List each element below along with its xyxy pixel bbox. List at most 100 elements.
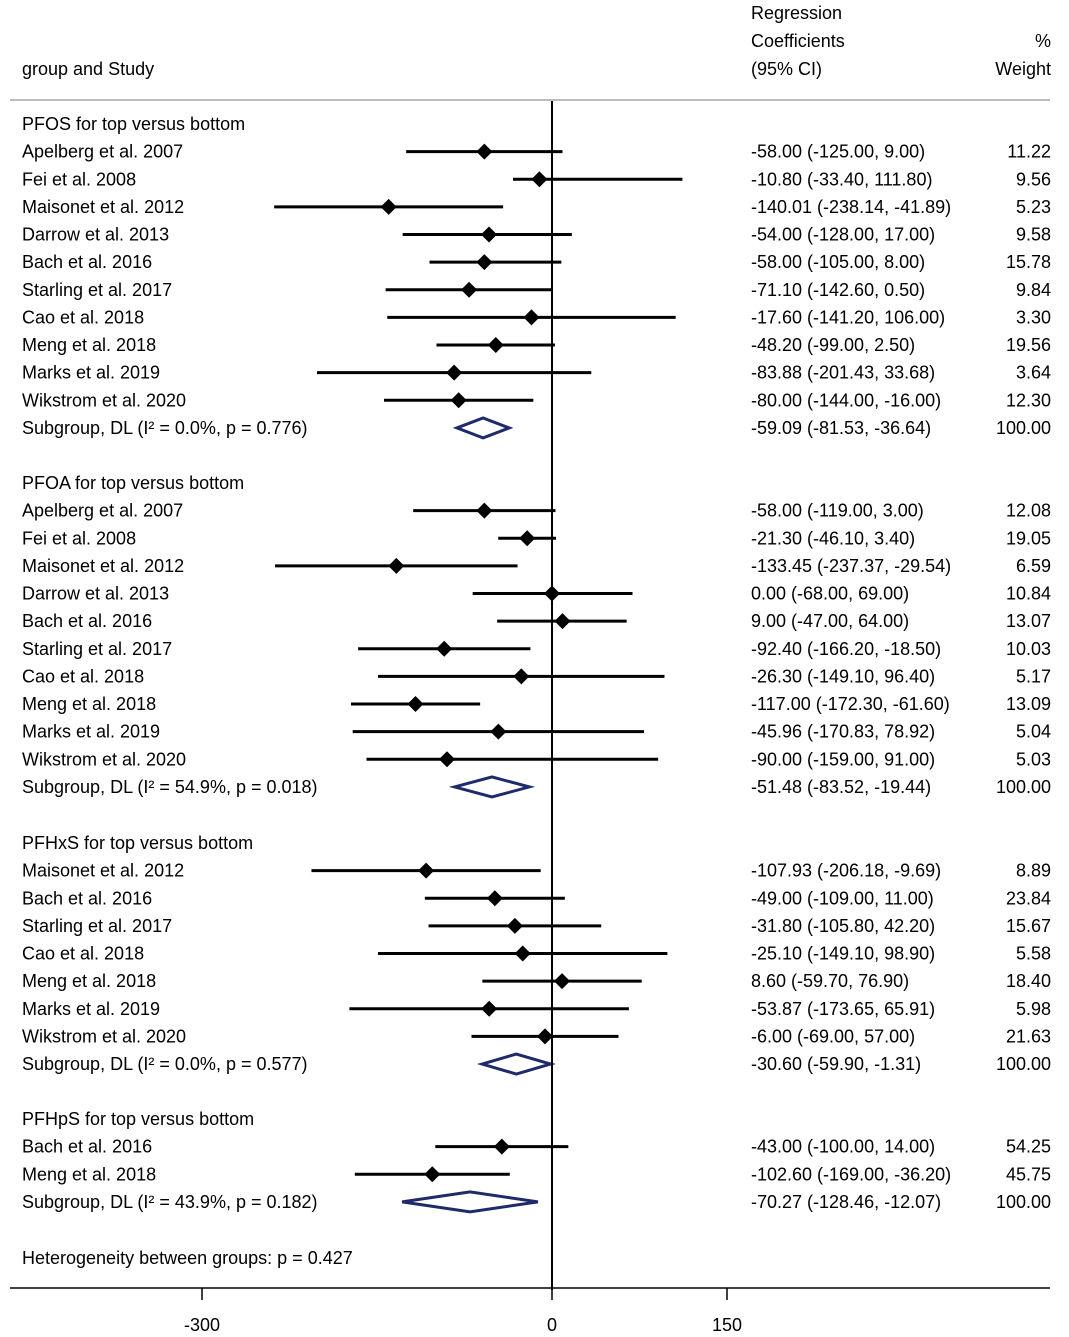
study-label: Maisonet et al. 2012 xyxy=(22,556,184,576)
heterogeneity-footer: Heterogeneity between groups: p = 0.427 xyxy=(22,1248,353,1268)
header: group and Study Regression Coefficients … xyxy=(10,3,1051,101)
study-label: Bach et al. 2016 xyxy=(22,252,152,272)
effect-ci-text: 9.00 (-47.00, 64.00) xyxy=(751,611,909,631)
study-label: Starling et al. 2017 xyxy=(22,916,172,936)
study-label: Darrow et al. 2013 xyxy=(22,225,169,245)
subgroup-label: Subgroup, DL (I² = 54.9%, p = 0.018) xyxy=(22,777,318,797)
weight-value: 21.63 xyxy=(1006,1026,1051,1046)
weight-value: 3.30 xyxy=(1016,307,1051,327)
study-label: Darrow et al. 2013 xyxy=(22,584,169,604)
weight-value: 13.07 xyxy=(1006,611,1051,631)
group-title: PFHxS for top versus bottom xyxy=(22,833,253,853)
study-label: Fei et al. 2008 xyxy=(22,528,136,548)
header-effect-line-1: Regression xyxy=(751,3,842,23)
header-effect-line-3: (95% CI) xyxy=(751,59,822,79)
point-estimate-marker xyxy=(407,696,424,713)
subgroup-diamond xyxy=(452,416,514,440)
weight-value: 5.23 xyxy=(1016,197,1051,217)
x-tick-label: -300 xyxy=(184,1315,220,1335)
study-label: Meng et al. 2018 xyxy=(22,694,156,714)
point-estimate-marker xyxy=(506,917,523,934)
study-label: Bach et al. 2016 xyxy=(22,1137,152,1157)
subgroup-effect-ci-text: -70.27 (-128.46, -12.07) xyxy=(751,1192,941,1212)
point-estimate-marker xyxy=(380,198,397,215)
point-estimate-marker xyxy=(481,1000,498,1017)
header-weight-line-2: Weight xyxy=(995,59,1051,79)
weight-value: 5.98 xyxy=(1016,999,1051,1019)
weight-value: 54.25 xyxy=(1006,1137,1051,1157)
effect-ci-text: -10.80 (-33.40, 111.80) xyxy=(751,169,932,189)
x-tick-label: 150 xyxy=(712,1315,742,1335)
study-label: Bach et al. 2016 xyxy=(22,888,152,908)
weight-value: 5.03 xyxy=(1016,749,1051,769)
effect-ci-text: -58.00 (-125.00, 9.00) xyxy=(751,142,925,162)
study-label: Starling et al. 2017 xyxy=(22,280,172,300)
point-estimate-marker xyxy=(531,171,548,188)
weight-value: 18.40 xyxy=(1006,971,1051,991)
header-weight-line-1: % xyxy=(1035,31,1051,51)
effect-ci-text: 0.00 (-68.00, 69.00) xyxy=(751,584,909,604)
point-estimate-marker xyxy=(476,254,493,271)
effect-ci-text: -26.30 (-149.10, 96.40) xyxy=(751,666,935,686)
weight-value: 9.56 xyxy=(1016,169,1051,189)
study-label: Cao et al. 2018 xyxy=(22,666,144,686)
subgroup-label: Subgroup, DL (I² = 0.0%, p = 0.776) xyxy=(22,418,308,438)
weight-value: 12.30 xyxy=(1006,390,1051,410)
effect-ci-text: -133.45 (-237.37, -29.54) xyxy=(751,556,951,576)
point-estimate-marker xyxy=(519,530,536,547)
study-label: Marks et al. 2019 xyxy=(22,363,160,383)
study-label: Apelberg et al. 2007 xyxy=(22,142,183,162)
weight-value: 19.56 xyxy=(1006,335,1051,355)
subgroup-label: Subgroup, DL (I² = 43.9%, p = 0.182) xyxy=(22,1192,318,1212)
group-title: PFHpS for top versus bottom xyxy=(22,1109,254,1129)
point-estimate-marker xyxy=(476,143,493,160)
study-label: Marks et al. 2019 xyxy=(22,722,160,742)
header-effect-line-2: Coefficients xyxy=(751,31,845,51)
subgroup-weight-value: 100.00 xyxy=(996,1054,1051,1074)
point-estimate-marker xyxy=(450,392,467,409)
weight-value: 11.22 xyxy=(1007,142,1051,162)
subgroup-weight-value: 100.00 xyxy=(996,777,1051,797)
weight-value: 6.59 xyxy=(1016,556,1051,576)
effect-ci-text: -140.01 (-238.14, -41.89) xyxy=(751,197,951,217)
effect-ci-text: -54.00 (-128.00, 17.00) xyxy=(751,225,935,245)
group-title: PFOA for top versus bottom xyxy=(22,473,244,493)
point-estimate-marker xyxy=(424,1166,441,1183)
weight-value: 9.58 xyxy=(1016,225,1051,245)
study-label: Bach et al. 2016 xyxy=(22,611,152,631)
subgroup-weight-value: 100.00 xyxy=(996,1192,1051,1212)
effect-ci-text: -17.60 (-141.20, 106.00) xyxy=(751,307,945,327)
subgroup-effect-ci-text: -51.48 (-83.52, -19.44) xyxy=(751,777,931,797)
subgroup-weight-value: 100.00 xyxy=(996,418,1051,438)
study-label: Meng et al. 2018 xyxy=(22,1164,156,1184)
study-label: Maisonet et al. 2012 xyxy=(22,861,184,881)
weight-value: 5.58 xyxy=(1016,944,1051,964)
study-label: Fei et al. 2008 xyxy=(22,169,136,189)
subgroup-effect-ci-text: -30.60 (-59.90, -1.31) xyxy=(751,1054,921,1074)
point-estimate-marker xyxy=(487,337,504,354)
study-label: Cao et al. 2018 xyxy=(22,944,144,964)
effect-ci-text: -25.10 (-149.10, 98.90) xyxy=(751,944,935,964)
weight-value: 15.78 xyxy=(1006,252,1051,272)
weight-value: 19.05 xyxy=(1006,528,1051,548)
weight-value: 5.04 xyxy=(1016,722,1051,742)
subgroup-diamond xyxy=(401,1190,539,1214)
effect-ci-text: -71.10 (-142.60, 0.50) xyxy=(751,280,925,300)
subgroup-effect-ci-text: -59.09 (-81.53, -36.64) xyxy=(751,418,931,438)
effect-ci-text: -58.00 (-105.00, 8.00) xyxy=(751,252,925,272)
effect-ci-text: -80.00 (-144.00, -16.00) xyxy=(751,390,941,410)
point-estimate-marker xyxy=(418,862,435,879)
subgroup-label: Subgroup, DL (I² = 0.0%, p = 0.577) xyxy=(22,1054,308,1074)
point-estimate-marker xyxy=(490,723,507,740)
study-label: Wikstrom et al. 2020 xyxy=(22,390,186,410)
effect-ci-text: -48.20 (-99.00, 2.50) xyxy=(751,335,915,355)
x-axis: -300 0 150 xyxy=(184,1288,742,1335)
weight-value: 15.67 xyxy=(1006,916,1051,936)
study-label: Starling et al. 2017 xyxy=(22,639,172,659)
weight-value: 5.17 xyxy=(1016,666,1051,686)
weight-value: 8.89 xyxy=(1016,861,1051,881)
point-estimate-marker xyxy=(513,668,530,685)
effect-ci-text: -102.60 (-169.00, -36.20) xyxy=(751,1164,951,1184)
effect-ci-text: -90.00 (-159.00, 91.00) xyxy=(751,749,935,769)
study-label: Meng et al. 2018 xyxy=(22,335,156,355)
